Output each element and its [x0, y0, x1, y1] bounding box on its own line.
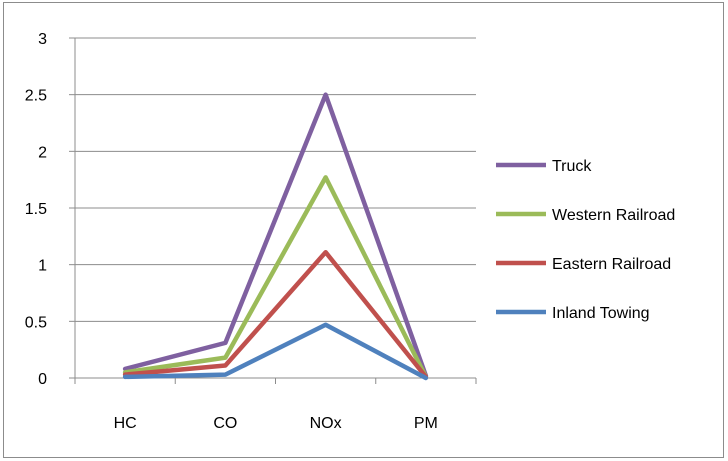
y-tick-label: 3	[38, 31, 47, 48]
x-tick-labels: HC CO NOx PM	[114, 415, 438, 432]
x-tick-label: CO	[213, 415, 237, 432]
legend-label: Eastern Railroad	[552, 256, 671, 273]
series-line-western-railroad	[122, 175, 429, 380]
legend-label: Truck	[552, 158, 592, 175]
series-lines	[122, 92, 429, 381]
y-tick-label: 0.5	[25, 314, 47, 331]
series-line-eastern-railroad	[122, 249, 429, 380]
legend-label: Western Railroad	[552, 207, 675, 224]
y-tick-label: 2	[38, 144, 47, 161]
axes	[69, 37, 477, 384]
series-line-truck	[122, 92, 429, 378]
series-line-inland-towing	[122, 322, 429, 381]
chart-frame	[3, 2, 724, 458]
y-tick-label: 1	[38, 258, 47, 275]
y-tick-label: 0	[38, 371, 47, 388]
gridlines	[75, 37, 476, 322]
y-tick-label: 1.5	[25, 201, 47, 218]
x-tick-label: NOx	[310, 415, 342, 432]
x-tick-label: PM	[414, 415, 438, 432]
y-tick-labels: 0 0.5 1 1.5 2 2.5 3	[25, 31, 47, 388]
x-tick-label: HC	[114, 415, 137, 432]
legend: Truck Western Railroad Eastern Railroad Inl…	[496, 158, 675, 322]
y-tick-label: 2.5	[25, 88, 47, 105]
legend-label: Inland Towing	[552, 305, 650, 322]
